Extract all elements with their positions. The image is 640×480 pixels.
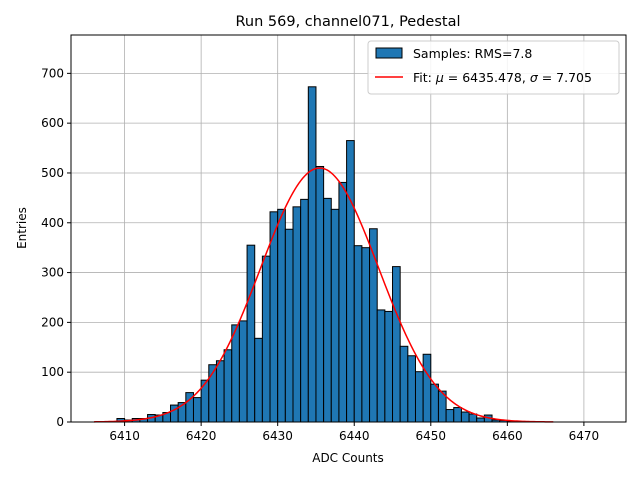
histogram-bar [277, 208, 286, 423]
histogram-bar [192, 397, 202, 423]
histogram-bar [231, 324, 240, 423]
x-tick-label: 6420 [186, 429, 217, 443]
x-tick-label: 6430 [262, 429, 293, 443]
fit-curve-group [93, 167, 554, 423]
histogram-bar [392, 266, 401, 423]
y-tick-label: 600 [41, 116, 64, 130]
legend-mu-symbol: μ [435, 70, 444, 85]
y-tick-label: 300 [41, 266, 64, 280]
legend-sigma-value: = 7.705 [538, 70, 592, 85]
histogram-bar [468, 413, 478, 423]
histogram-bar [254, 337, 263, 423]
legend: Samples: RMS=7.8 Fit: μ = 6435.478, σ = … [367, 40, 620, 95]
x-tick-label: 6470 [569, 429, 600, 443]
x-tick-label: 6410 [109, 429, 140, 443]
histogram-bar [445, 409, 455, 423]
histogram-bar [369, 228, 378, 423]
y-tick-label: 700 [41, 66, 64, 80]
y-tick-label: 0 [56, 415, 64, 429]
histogram-bar [307, 86, 317, 423]
legend-box [367, 40, 620, 95]
histogram-bar [269, 211, 279, 423]
histogram-bar [223, 349, 233, 423]
y-tick-label: 100 [41, 365, 64, 379]
histogram-bar [353, 245, 363, 423]
legend-mu-value: = 6435.478, [444, 70, 530, 85]
legend-fit-label: Fit: μ = 6435.478, σ = 7.705 [413, 70, 592, 85]
y-axis-ticks: 0 100 200 300 400 500 600 700 [41, 66, 71, 429]
histogram-bar [346, 140, 355, 423]
x-tick-label: 6440 [339, 429, 370, 443]
x-tick-label: 6450 [416, 429, 447, 443]
histogram-bar [422, 353, 432, 423]
x-tick-label: 6460 [492, 429, 523, 443]
histogram-bar [300, 198, 309, 423]
legend-sigma-symbol: σ [530, 70, 539, 85]
histogram-bar [246, 244, 256, 423]
plot-frame [70, 34, 627, 423]
y-axis-label: Entries [15, 207, 29, 249]
histogram-bar [361, 247, 371, 423]
y-tick-label: 200 [41, 315, 64, 329]
histogram-bar [238, 320, 248, 423]
y-tick-label: 400 [41, 216, 64, 230]
legend-hist-label: Samples: RMS=7.8 [413, 46, 532, 61]
legend-fit-prefix: Fit: [413, 70, 436, 85]
chart-title: Run 569, channel071, Pedestal [235, 14, 460, 30]
gaussian-fit-curve [93, 167, 554, 423]
histogram-bar [476, 417, 485, 423]
histogram-bar [414, 371, 424, 423]
histogram-bar [292, 206, 302, 423]
histogram-bar [330, 208, 340, 423]
histogram-bar [407, 355, 416, 423]
histogram-bar [315, 165, 325, 423]
histogram-bar [215, 360, 225, 423]
x-axis-ticks: 6410 6420 6430 6440 6450 6460 6470 [109, 422, 599, 443]
x-axis-label: ADC Counts [312, 451, 384, 465]
histogram-bars [116, 86, 516, 423]
histogram-bar [453, 407, 462, 423]
histogram-bar [384, 310, 394, 423]
histogram-bar [399, 345, 409, 423]
histogram-bar [376, 309, 386, 423]
histogram-bar [430, 383, 439, 423]
histogram-bar [323, 197, 332, 423]
histogram-bar [261, 255, 271, 423]
histogram-bar [338, 181, 348, 423]
legend-hist-swatch [375, 47, 403, 59]
histogram-bar [284, 228, 294, 423]
y-tick-label: 500 [41, 166, 64, 180]
histogram-bar [460, 411, 470, 423]
